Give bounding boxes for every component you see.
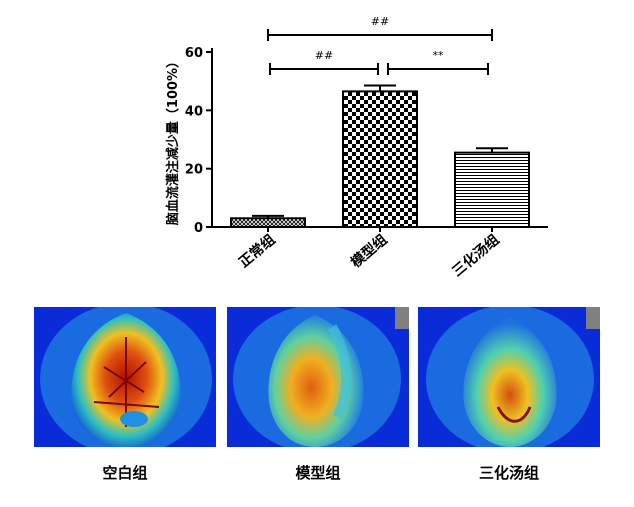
x-tick-label: 正常组: [235, 231, 278, 271]
perfusion-image-sanhua-graphic: [418, 305, 600, 453]
x-tick-label: 三化汤组: [449, 231, 503, 280]
y-tick-label: 60: [185, 46, 203, 61]
caption-blank: 空白组: [102, 464, 148, 482]
y-tick-label: 0: [194, 221, 203, 236]
perfusion-image-model-graphic: [227, 305, 409, 453]
significance-label: **: [433, 49, 445, 62]
perfusion-image-sanhua: [418, 305, 600, 453]
significance-label: ##: [315, 49, 333, 62]
y-tick-label: 20: [185, 163, 203, 178]
significance-label: ##: [371, 15, 389, 28]
bar: [342, 90, 418, 228]
caption-sanhua: 三化汤组: [478, 464, 539, 482]
perfusion-image-blank-graphic: [34, 303, 216, 455]
caption-model: 模型组: [295, 464, 341, 482]
y-tick-label: 40: [185, 104, 203, 119]
y-axis-label: 脑血流灌注减少量（100%）: [165, 55, 181, 225]
bar: [454, 151, 530, 228]
perfusion-image-blank: [34, 303, 216, 455]
perfusion-image-model: [227, 305, 409, 453]
x-tick-label: 模型组: [347, 231, 390, 271]
bar-chart: 0 20 40 60 正常组 模型组 三化汤组 ## ## ** 脑血流灌注减少量（100%）: [165, 15, 548, 280]
bars: [230, 84, 530, 228]
bar: [230, 217, 306, 228]
significance-markers: ## ## **: [267, 15, 493, 75]
